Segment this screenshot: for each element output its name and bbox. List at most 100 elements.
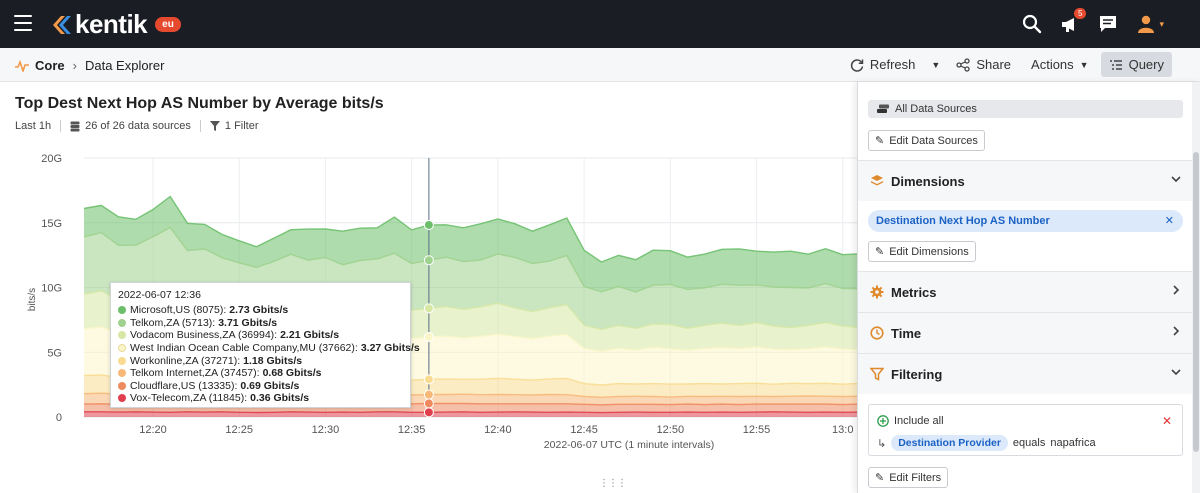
breadcrumb: Core › Data Explorer bbox=[15, 58, 164, 73]
series-point bbox=[423, 407, 434, 418]
series-color-swatch bbox=[118, 369, 126, 378]
filter-field-chip[interactable]: Destination Provider bbox=[891, 435, 1008, 451]
y-tick-label: 5G bbox=[47, 347, 62, 359]
chevron-right-icon bbox=[1173, 285, 1180, 295]
series-line bbox=[83, 226, 860, 293]
refresh-icon bbox=[850, 58, 864, 72]
actions-button[interactable]: Actions ▼ bbox=[1023, 52, 1097, 77]
x-tick-label: 13:0 bbox=[832, 424, 853, 436]
chevron-right-icon bbox=[1173, 326, 1180, 336]
query-summary: Last 1h 26 of 26 data sources 1 Filter bbox=[15, 120, 259, 132]
data-sources-section: All Data Sources ✎ Edit Data Sources bbox=[858, 82, 1193, 161]
metrics-header[interactable]: Metrics bbox=[858, 272, 1193, 312]
series-area bbox=[84, 411, 860, 417]
filter-group: Include all ↳ Destination Provider equal… bbox=[868, 404, 1183, 456]
menu-icon[interactable] bbox=[14, 15, 32, 31]
tooltip-row: West Indian Ocean Cable Company,MU (3766… bbox=[118, 342, 420, 355]
tooltip-row: Telkom,ZA (5713): 3.71 Gbits/s bbox=[118, 317, 403, 330]
resize-handle-icon[interactable]: ⋮⋮⋮ bbox=[599, 478, 627, 489]
time-header[interactable]: Time bbox=[858, 313, 1193, 353]
y-tick-label: 0 bbox=[56, 412, 62, 424]
tooltip-row: Telkom Internet,ZA (37457): 0.68 Gbits/s bbox=[118, 367, 403, 380]
tooltip-series-value: 0.36 Gbits/s bbox=[250, 392, 310, 405]
chevron-down-icon: ▾ bbox=[1159, 18, 1164, 29]
layers-icon bbox=[871, 175, 883, 186]
dimensions-title: Dimensions bbox=[891, 173, 965, 189]
edit-filters-button[interactable]: ✎ Edit Filters bbox=[868, 467, 949, 488]
x-tick-label: 12:50 bbox=[657, 424, 685, 436]
tooltip-series-label: Telkom Internet,ZA (37457): bbox=[130, 367, 260, 380]
dimensions-header[interactable]: Dimensions bbox=[858, 161, 1193, 201]
tooltip-series-value: 3.71 Gbits/s bbox=[218, 316, 278, 329]
x-axis-ticks: 12:20 12:25 12:30 12:35 12:40 12:45 12:50 12:55… bbox=[139, 424, 853, 436]
remove-filter-icon[interactable]: ✕ bbox=[1161, 414, 1172, 428]
clock-icon bbox=[870, 326, 884, 340]
tooltip-row: Vodacom Business,ZA (36994): 2.21 Gbits/s bbox=[118, 329, 403, 342]
y-tick-label: 10G bbox=[41, 283, 62, 295]
filter-value: napafrica bbox=[1050, 437, 1096, 449]
time-range[interactable]: Last 1h bbox=[15, 120, 52, 132]
panel-scrollbar[interactable] bbox=[1192, 82, 1200, 493]
refresh-label: Refresh bbox=[869, 57, 916, 72]
share-button[interactable]: Share bbox=[948, 52, 1019, 77]
series-color-swatch bbox=[118, 318, 126, 327]
pencil-icon: ✎ bbox=[875, 472, 885, 484]
top-navigation-bar: kentik eu 5 ▾ bbox=[0, 0, 1200, 48]
time-section: Time bbox=[858, 313, 1193, 354]
series-point bbox=[423, 331, 434, 342]
chart-tooltip: 2022-06-07 12:36 Microsoft,US (8075): 2.7… bbox=[110, 282, 420, 408]
pulse-icon bbox=[15, 59, 29, 72]
gear-icon bbox=[870, 285, 884, 299]
filter-icon bbox=[209, 121, 220, 131]
include-all-label[interactable]: Include all bbox=[894, 415, 944, 427]
dimension-chip[interactable]: Destination Next Hop AS Number ✕ bbox=[868, 210, 1183, 232]
series-point bbox=[423, 398, 434, 409]
y-axis-ticks: 0 5G 10G 15G 20G bbox=[41, 153, 62, 424]
all-data-sources-pill: All Data Sources bbox=[868, 100, 1183, 118]
chat-icon[interactable] bbox=[1098, 14, 1118, 34]
notifications-button[interactable]: 5 bbox=[1060, 8, 1087, 34]
tooltip-series-value: 0.68 Gbits/s bbox=[262, 367, 322, 380]
pencil-icon: ✎ bbox=[875, 135, 885, 147]
user-menu[interactable]: ▾ bbox=[1136, 14, 1164, 34]
scrollbar-thumb[interactable] bbox=[1193, 152, 1199, 452]
edit-data-sources-label: Edit Data Sources bbox=[889, 134, 978, 147]
edit-data-sources-button[interactable]: ✎ Edit Data Sources bbox=[868, 130, 985, 151]
data-sources-label: 26 of 26 data sources bbox=[85, 120, 191, 132]
query-label: Query bbox=[1128, 57, 1164, 72]
series-area bbox=[84, 196, 860, 292]
time-title: Time bbox=[891, 325, 922, 341]
database-icon bbox=[70, 121, 80, 131]
filtering-header[interactable]: Filtering bbox=[858, 354, 1193, 394]
refresh-button[interactable]: Refresh bbox=[842, 52, 924, 77]
add-circle-icon[interactable] bbox=[877, 415, 889, 427]
search-icon[interactable] bbox=[1022, 14, 1042, 34]
refresh-options-chevron-icon[interactable]: ▼ bbox=[931, 59, 941, 70]
query-button[interactable]: Query bbox=[1100, 52, 1172, 77]
metrics-section: Metrics bbox=[858, 272, 1193, 313]
series-color-swatch bbox=[118, 381, 126, 390]
tooltip-series-value: 0.69 Gbits/s bbox=[240, 379, 300, 392]
page-title: Top Dest Next Hop AS Number by Average b… bbox=[15, 95, 384, 112]
tooltip-series-label: Vox-Telecom,ZA (11845): bbox=[130, 392, 248, 405]
chevron-down-icon bbox=[1171, 176, 1181, 183]
tooltip-series-value: 2.73 Gbits/s bbox=[229, 304, 289, 317]
all-data-sources-label: All Data Sources bbox=[895, 103, 977, 115]
series-color-swatch bbox=[118, 344, 126, 353]
x-tick-label: 12:55 bbox=[743, 424, 771, 436]
logo[interactable]: kentik eu bbox=[50, 9, 181, 40]
tooltip-series-label: West Indian Ocean Cable Company,MU (3766… bbox=[130, 342, 358, 355]
series-color-swatch bbox=[118, 331, 126, 340]
remove-dimension-icon[interactable]: ✕ bbox=[1164, 215, 1174, 227]
edit-dimensions-button[interactable]: ✎ Edit Dimensions bbox=[868, 241, 976, 262]
filter-summary[interactable]: 1 Filter bbox=[209, 120, 259, 132]
x-tick-label: 12:25 bbox=[225, 424, 253, 436]
tooltip-series-label: Vodacom Business,ZA (36994): bbox=[130, 329, 278, 342]
breadcrumb-core[interactable]: Core bbox=[35, 58, 65, 73]
series-line bbox=[83, 195, 860, 263]
x-axis-label: 2022-06-07 UTC (1 minute intervals) bbox=[544, 439, 714, 451]
notification-count: 5 bbox=[1074, 8, 1087, 19]
data-sources-summary[interactable]: 26 of 26 data sources bbox=[70, 120, 191, 132]
list-icon bbox=[1109, 59, 1122, 70]
x-tick-label: 12:20 bbox=[139, 424, 167, 436]
